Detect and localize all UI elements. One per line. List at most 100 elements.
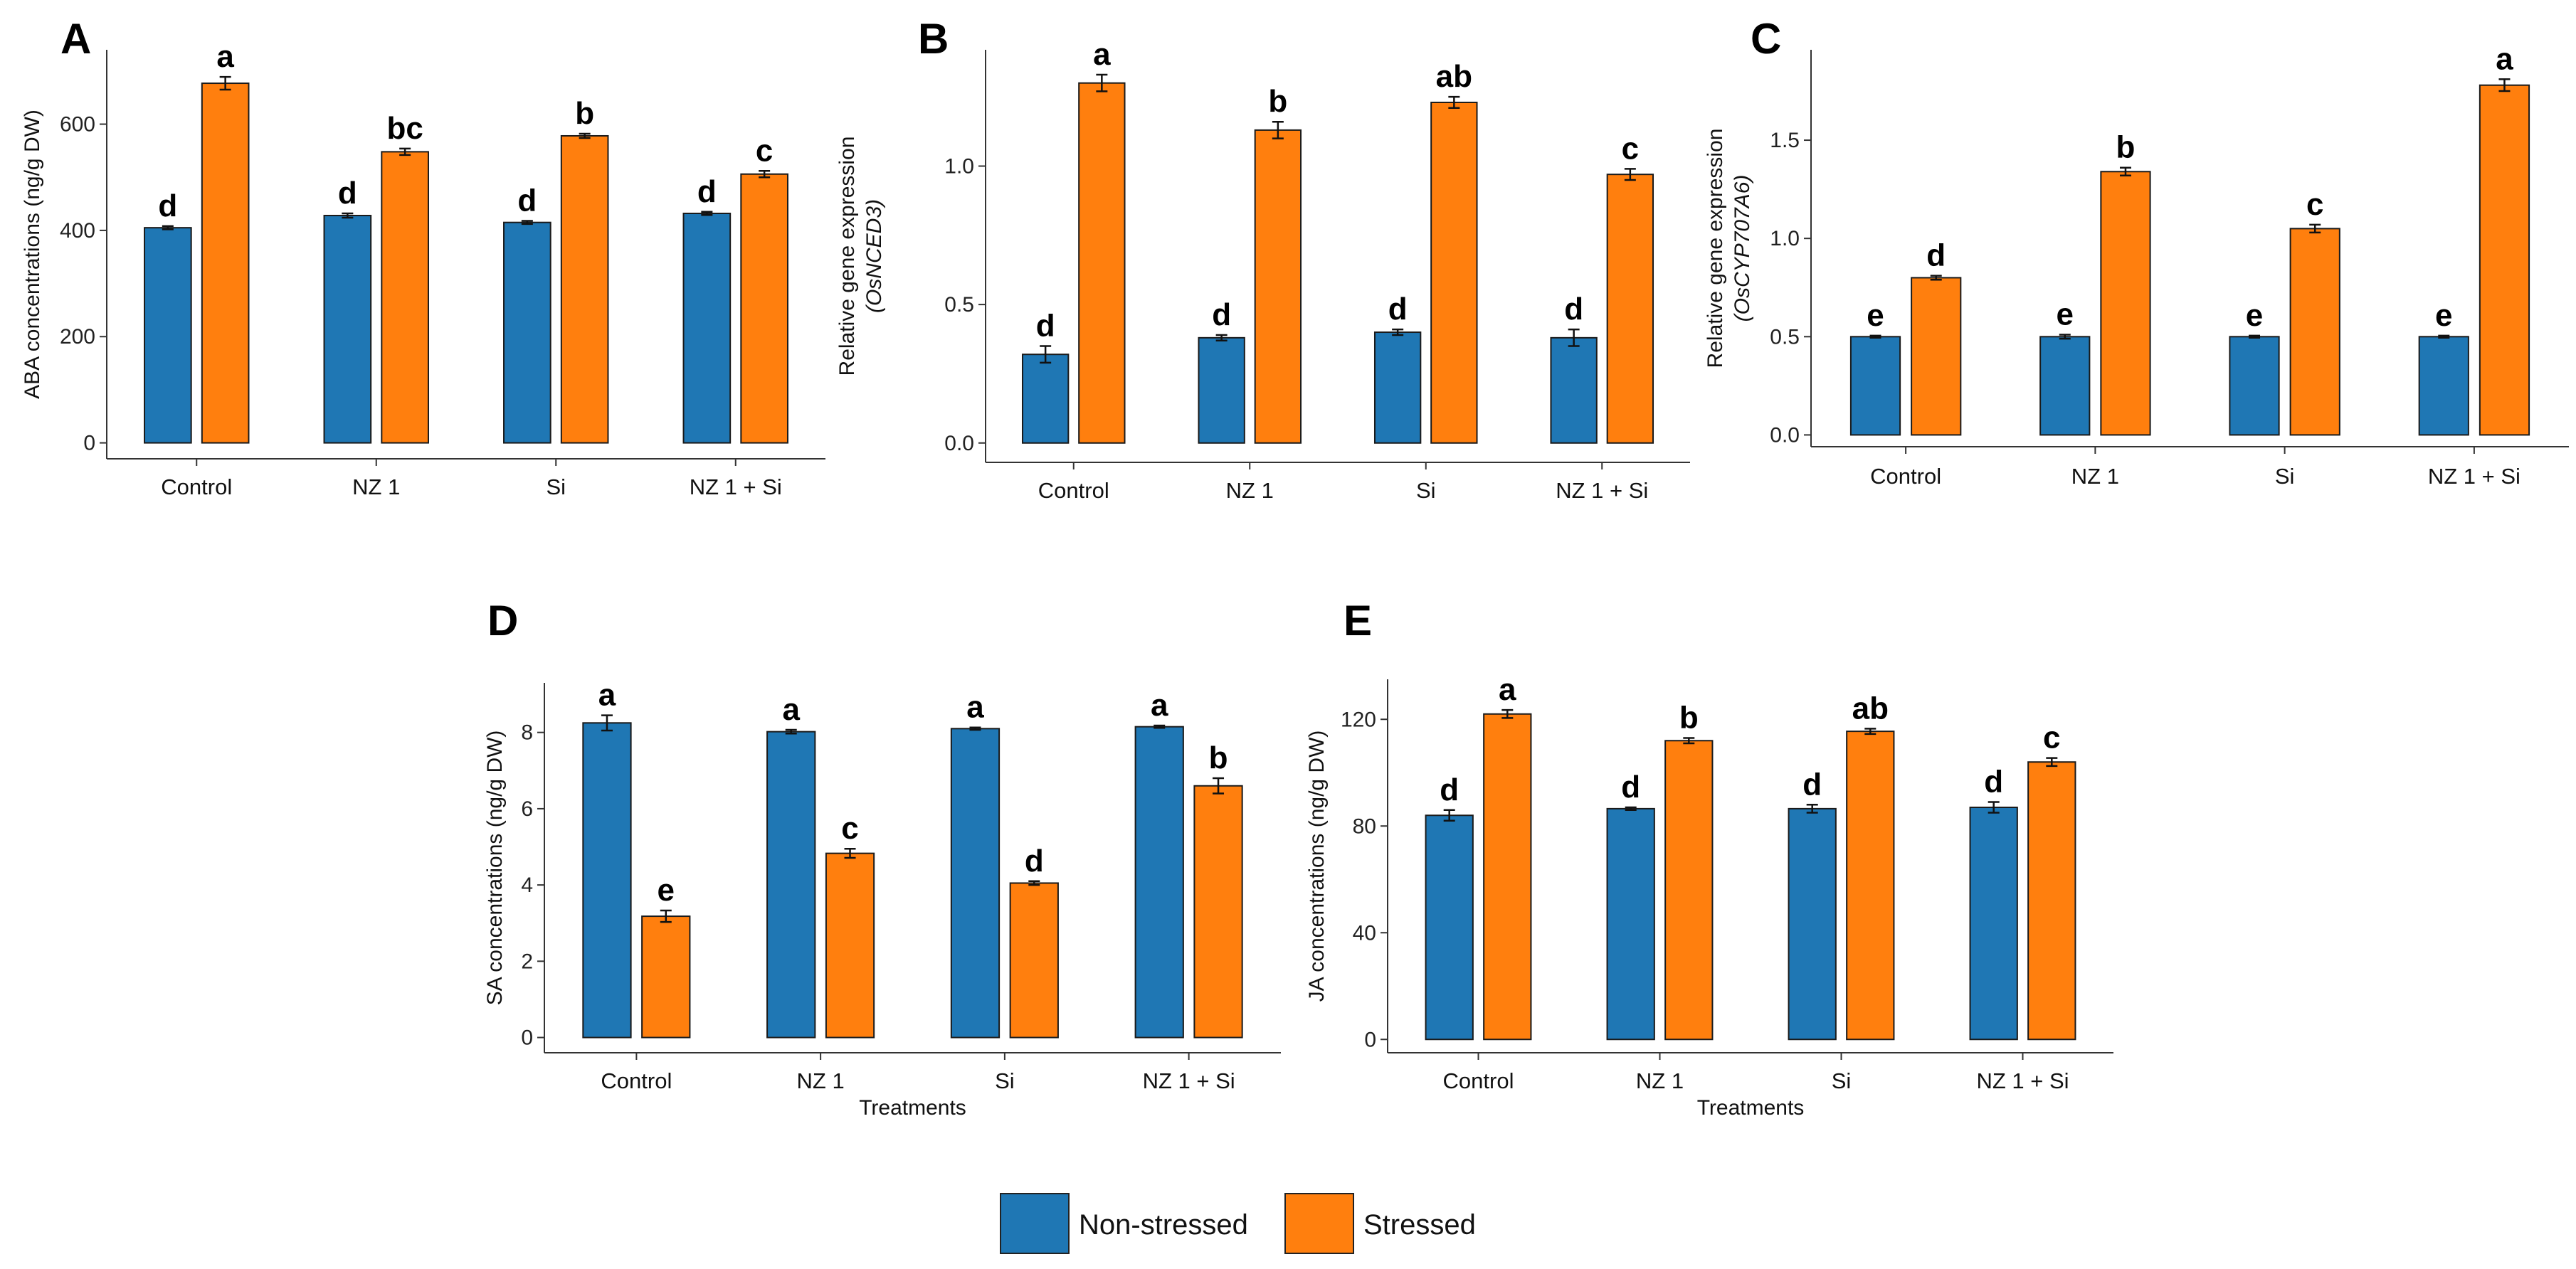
chart-panel-b: B 0.0 0.5 1.0 Relative gene expression (OsNCE… — [835, 15, 1690, 503]
x-category-label: Si — [1416, 478, 1436, 503]
error-bar — [759, 170, 771, 179]
significance-letter: d — [517, 183, 537, 218]
bar-stressed — [740, 173, 788, 444]
y-tick-label: 6 — [521, 797, 533, 821]
significance-letter: ab — [1436, 59, 1472, 94]
significance-letter: e — [2057, 297, 2074, 332]
bar-stressed — [1664, 740, 1714, 1041]
significance-letter: c — [756, 133, 773, 168]
error-bar — [1806, 804, 1818, 814]
bar-stressed — [1430, 101, 1478, 444]
legend-swatch-stressed — [1284, 1193, 1354, 1254]
y-tick-label: 40 — [1353, 921, 1376, 945]
y-axis-title: Relative gene expression — [835, 137, 859, 376]
chart-panel-c: C 0.0 0.5 1.0 1.5 Relative gene expression (Os… — [1704, 15, 2569, 489]
bar-non-stressed — [1373, 331, 1422, 444]
bar-non-stressed — [1425, 814, 1474, 1041]
significance-letter: e — [2246, 298, 2263, 333]
error-bar — [2059, 334, 2071, 340]
significance-letter: b — [575, 96, 594, 131]
y-tick-label: 80 — [1353, 814, 1376, 838]
x-category-label: Control — [161, 474, 232, 499]
y-tick-label: 0.5 — [944, 293, 974, 317]
bar-stressed — [1254, 129, 1302, 444]
bar-non-stressed — [766, 731, 816, 1039]
significance-letter: a — [1151, 688, 1168, 723]
x-category-label: Si — [995, 1068, 1015, 1093]
significance-letter: a — [782, 692, 800, 727]
y-tick-label: 120 — [1341, 708, 1376, 731]
chart-panel-d: D 0 2 4 6 8 SA concentrations (ng/g DW) Control… — [483, 597, 1281, 1120]
y-tick-label: 200 — [60, 325, 95, 349]
significance-letter: c — [2043, 721, 2060, 755]
error-bar — [1215, 334, 1228, 341]
error-bar — [1154, 724, 1166, 729]
bar-non-stressed — [682, 213, 732, 444]
significance-letter: d — [1802, 767, 1822, 802]
error-bar — [1028, 880, 1040, 886]
error-bar — [1988, 801, 2000, 814]
error-bar — [969, 726, 981, 731]
error-bar — [1624, 168, 1636, 181]
bar-non-stressed — [1849, 336, 1901, 436]
y-tick-label: 0.0 — [1770, 423, 1800, 447]
significance-letter: d — [158, 189, 177, 223]
y-tick-label: 0 — [521, 1026, 533, 1050]
x-category-label: NZ 1 — [352, 474, 400, 499]
x-category-label: NZ 1 + Si — [1556, 478, 1648, 503]
x-category-label: Si — [546, 474, 566, 499]
x-category-label: NZ 1 — [1636, 1068, 1684, 1093]
error-bar — [601, 714, 613, 732]
x-category-label: Control — [601, 1068, 672, 1093]
y-tick-label: 1.5 — [1770, 129, 1800, 152]
error-bar — [1864, 728, 1876, 736]
error-bar — [701, 211, 713, 216]
significance-letter: d — [1564, 292, 1583, 326]
y-tick-label: 600 — [60, 113, 95, 137]
bar-stressed — [2100, 171, 2151, 436]
error-bar — [2046, 757, 2058, 768]
bar-non-stressed — [1969, 807, 2018, 1041]
y-axis-title: Relative gene expression — [1704, 129, 1727, 368]
x-category-label: NZ 1 — [1226, 478, 1274, 503]
chart-panel-a: A 0 200 400 600 ABA concentrations (ng/g DW) C… — [21, 15, 825, 499]
bar-stressed — [2289, 228, 2340, 436]
y-axis-title: SA concentrations (ng/g DW) — [483, 731, 507, 1006]
significance-letter: bc — [386, 111, 423, 146]
bar-stressed — [381, 151, 429, 444]
significance-letter: d — [1984, 765, 2003, 800]
error-bar — [521, 220, 533, 225]
significance-letter: e — [658, 873, 675, 908]
significance-letter: d — [1025, 844, 1044, 878]
significance-letter: b — [1268, 84, 1287, 119]
significance-letter: ab — [1852, 691, 1889, 726]
error-bar — [2119, 166, 2131, 177]
bar-non-stressed — [1021, 354, 1070, 444]
bar-non-stressed — [2039, 336, 2091, 436]
error-bar — [1213, 777, 1225, 795]
error-bar — [1869, 334, 1881, 339]
significance-letter: b — [2116, 130, 2136, 165]
error-bar — [2438, 334, 2450, 339]
chart-panel-e: E 0 40 80 120 JA concentrations (ng/g DW) Cont… — [1305, 597, 2113, 1120]
error-bar — [660, 909, 672, 923]
bar-stressed — [1606, 174, 1654, 444]
x-category-label: Si — [2275, 464, 2295, 489]
significance-letter: a — [1499, 672, 1516, 707]
error-bar — [342, 212, 354, 219]
x-category-label: NZ 1 — [2071, 464, 2119, 489]
significance-letter: c — [1622, 131, 1639, 166]
y-tick-label: 0.0 — [944, 432, 974, 455]
error-bar — [1272, 120, 1284, 139]
x-category-label: Control — [1038, 478, 1109, 503]
y-tick-label: 400 — [60, 219, 95, 243]
x-category-label: Control — [1870, 464, 1941, 489]
error-bar — [1501, 708, 1514, 719]
y-tick-label: 0 — [1364, 1028, 1376, 1051]
x-category-label: NZ 1 + Si — [1976, 1068, 2069, 1093]
bar-non-stressed — [1198, 336, 1245, 444]
x-category-label: NZ 1 + Si — [1143, 1068, 1235, 1093]
y-tick-label: 0 — [83, 432, 95, 455]
